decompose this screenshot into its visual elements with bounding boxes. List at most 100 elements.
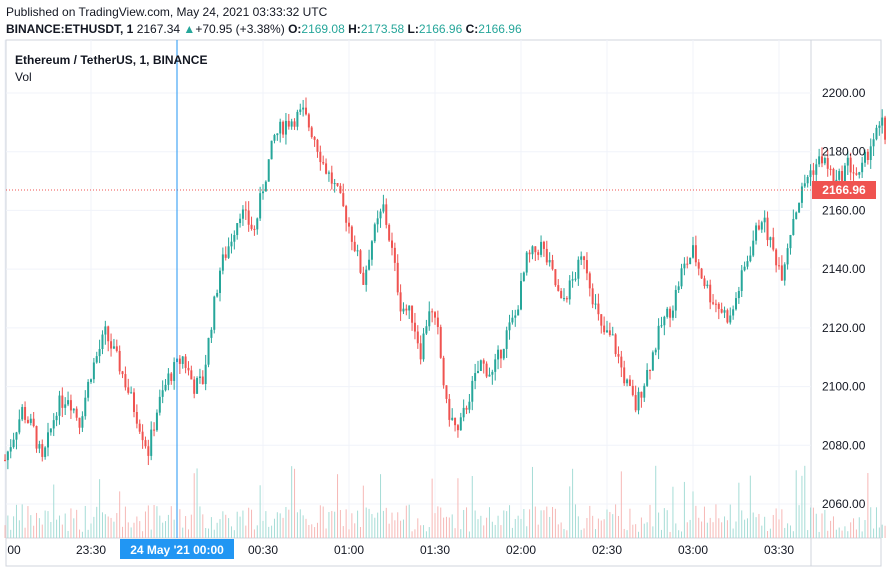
candle-body xyxy=(594,303,597,305)
volume-bar xyxy=(586,518,588,538)
volume-bar xyxy=(182,527,184,538)
candle-body xyxy=(614,334,617,355)
candle-body xyxy=(305,107,307,115)
candle-body xyxy=(623,367,626,384)
volume-bar xyxy=(514,518,516,538)
candle-body xyxy=(81,416,84,428)
volume-bar xyxy=(706,522,708,538)
time-axis-labels: 00 23:30 00:30 01:00 01:30 02:00 02:30 03:00 03:… xyxy=(7,543,794,557)
volume-bar xyxy=(534,506,536,538)
candle-body xyxy=(325,163,328,174)
volume-bar xyxy=(322,506,324,538)
volume-bar xyxy=(15,504,17,538)
volume-bar xyxy=(769,528,771,538)
candle-body xyxy=(502,348,505,359)
candle-body xyxy=(451,417,454,420)
volume-bar xyxy=(589,505,591,538)
series-title: Ethereum / TetherUS, 1, BINANCE xyxy=(15,53,208,67)
volume-bar xyxy=(712,522,714,538)
volume-bar xyxy=(640,517,642,538)
candle-body xyxy=(660,325,663,327)
volume-bar xyxy=(517,515,519,538)
candle-body xyxy=(9,447,12,452)
volume-bar xyxy=(302,515,304,538)
candle-body xyxy=(138,423,141,432)
candle-body xyxy=(52,420,55,429)
candle-body xyxy=(643,385,646,398)
open-label: O: xyxy=(288,22,302,36)
volume-legend: Vol xyxy=(15,70,32,84)
volume-bar xyxy=(815,513,817,538)
volume-bar xyxy=(574,504,576,538)
volume-bar xyxy=(531,466,533,538)
volume-bar xyxy=(560,522,562,538)
volume-bar xyxy=(744,519,746,538)
candle-body xyxy=(267,159,270,182)
volume-bar xyxy=(305,518,307,538)
volume-bar xyxy=(480,515,482,538)
volume-bar xyxy=(196,468,198,538)
volume-bar xyxy=(738,482,740,538)
volume-bar xyxy=(566,530,568,538)
candle-body xyxy=(497,349,500,360)
candle-body xyxy=(766,217,769,241)
volume-bar xyxy=(165,521,167,538)
volume-bar xyxy=(752,512,754,538)
volume-bar xyxy=(251,509,253,538)
candle-body xyxy=(101,334,104,350)
candle-body xyxy=(155,412,158,431)
volume-bar xyxy=(858,517,860,538)
volume-bar xyxy=(359,526,361,538)
volume-bar xyxy=(729,504,731,538)
volume-bar xyxy=(787,523,789,538)
candle-body xyxy=(603,325,606,333)
volume-bar xyxy=(563,528,565,538)
change-up-icon: ▲ xyxy=(183,22,196,36)
volume-bar xyxy=(156,506,158,538)
candle-body xyxy=(528,252,531,255)
candle-body xyxy=(852,172,855,174)
candle-body xyxy=(689,257,692,265)
volume-bar xyxy=(374,517,376,538)
volume-bar xyxy=(606,509,608,538)
volume-bar xyxy=(543,510,545,538)
volume-bar xyxy=(30,515,32,538)
volume-bar xyxy=(692,491,694,538)
candle-body xyxy=(78,417,81,428)
candle-body xyxy=(150,429,153,456)
candle-body xyxy=(775,249,778,266)
candle-body xyxy=(841,171,844,182)
volume-bar xyxy=(291,466,293,538)
candle-body xyxy=(233,235,236,242)
candle-body xyxy=(591,288,594,305)
candle-body xyxy=(520,281,522,310)
volume-bar xyxy=(70,508,72,538)
candle-body xyxy=(726,310,729,323)
candle-body xyxy=(760,222,763,230)
candle-body xyxy=(491,371,494,375)
candle-body xyxy=(479,360,482,371)
volume-bar xyxy=(259,485,261,538)
volume-bar xyxy=(437,506,439,538)
volume-bar xyxy=(256,525,258,538)
volume-bars xyxy=(4,465,886,538)
ohlc-status-line: BINANCE:ETHUSDT, 1 2167.34 ▲+70.95 (+3.3… xyxy=(6,22,522,36)
volume-bar xyxy=(675,523,677,538)
volume-bar xyxy=(463,509,465,538)
candle-body xyxy=(284,120,287,135)
candle-body xyxy=(571,279,574,281)
candle-body xyxy=(147,446,150,456)
candle-body xyxy=(812,170,815,175)
candle-body xyxy=(434,312,436,318)
volume-bar xyxy=(380,474,382,538)
candle-body xyxy=(818,156,821,165)
volume-bar xyxy=(746,518,748,538)
volume-bar xyxy=(824,509,826,538)
candle-body xyxy=(843,165,846,182)
volume-bar xyxy=(425,531,427,538)
candle-body xyxy=(64,404,67,408)
candle-body xyxy=(227,246,230,258)
volume-bar xyxy=(844,526,846,538)
candle-body xyxy=(270,140,273,160)
